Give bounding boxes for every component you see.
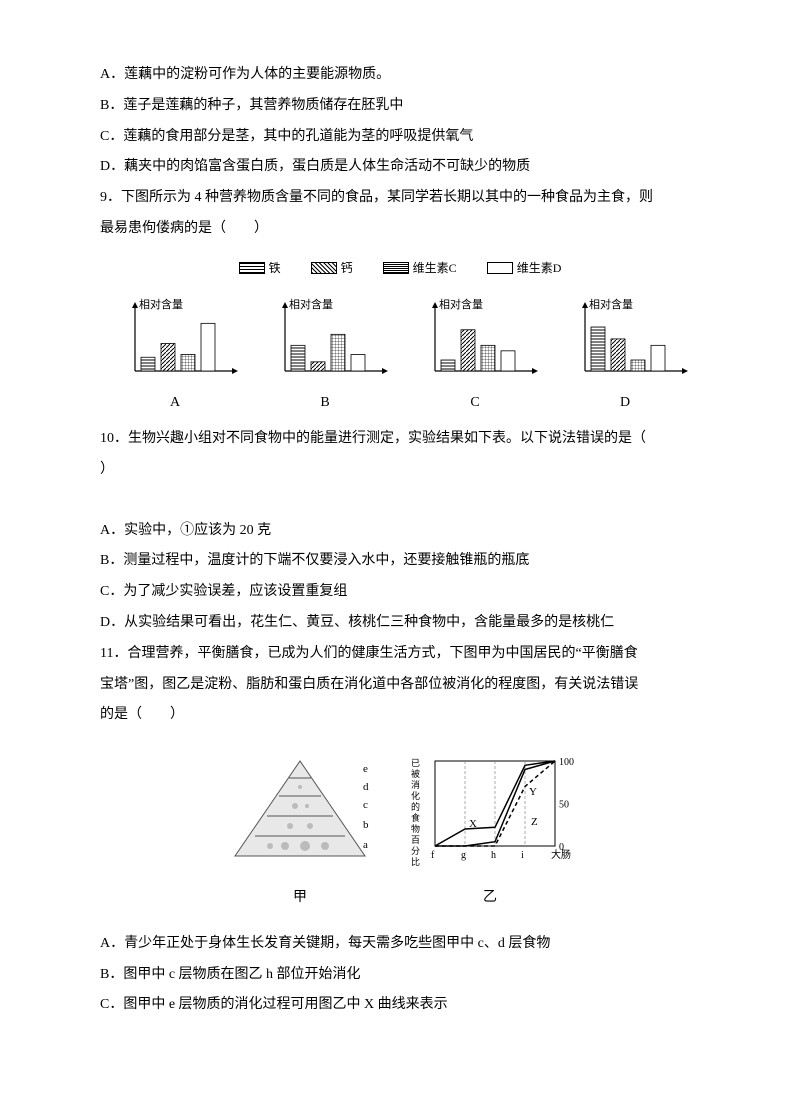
q9-stem-2: 最易患佝偻病的是（ ）: [100, 214, 700, 245]
svg-text:比: 比: [411, 856, 420, 866]
svg-text:被: 被: [411, 768, 420, 779]
q10-option-c: C．为了减少实验误差，应该设置重复组: [100, 577, 700, 608]
legend-iron: 铁: [239, 255, 281, 281]
svg-text:食: 食: [411, 812, 420, 823]
svg-text:化: 化: [411, 790, 420, 801]
q9-legend: 铁 钙 维生素C 维生素D: [100, 255, 700, 281]
svg-text:Y: Y: [529, 786, 537, 798]
q10-option-d: D．从实验结果可看出，花生仁、黄豆、核桃仁三种食物中，含能量最多的是核桃仁: [100, 608, 700, 639]
legend-vitc-label: 维生素C: [413, 255, 457, 281]
svg-text:物: 物: [411, 823, 420, 834]
legend-vitd: 维生素D: [487, 255, 562, 281]
svg-text:c: c: [363, 799, 368, 811]
swatch-vitc-icon: [383, 262, 409, 274]
swatch-iron-icon: [239, 262, 265, 274]
q11-figures: e d c b a 甲 050100fghi大肠已被消化的食物百分比XYZ 乙: [100, 746, 700, 914]
chart-D: 相对含量 D: [560, 296, 690, 419]
svg-text:已: 已: [411, 758, 420, 768]
q11-stem-3: 的是（ ）: [100, 700, 700, 731]
svg-text:g: g: [461, 850, 466, 861]
svg-text:相对含量: 相对含量: [139, 297, 183, 311]
q11-option-a: A．青少年正处于身体生长发育关键期，每天需多吃些图甲中 c、d 层食物: [100, 929, 700, 960]
q10-option-a: A．实验中，①应该为 20 克: [100, 516, 700, 547]
pyramid-icon: e d c b a: [225, 756, 375, 866]
swatch-calcium-icon: [311, 262, 337, 274]
fig-yi-label: 乙: [405, 883, 575, 914]
exam-page: A．莲藕中的淀粉可作为人体的主要能源物质。 B．莲子是莲藕的种子，其营养物质储存…: [0, 0, 800, 1061]
svg-text:相对含量: 相对含量: [589, 297, 633, 311]
svg-text:e: e: [363, 763, 368, 775]
svg-text:X: X: [469, 818, 477, 830]
q10-table-placeholder: [100, 486, 700, 516]
svg-text:Z: Z: [531, 816, 538, 828]
svg-text:50: 50: [559, 800, 569, 811]
legend-vitc: 维生素C: [383, 255, 457, 281]
q8-option-d: D．藕夹中的肉馅富含蛋白质，蛋白质是人体生命活动不可缺少的物质: [100, 152, 700, 183]
svg-text:d: d: [363, 781, 369, 793]
svg-text:相对含量: 相对含量: [289, 297, 333, 311]
svg-text:分: 分: [411, 846, 420, 856]
svg-text:消: 消: [411, 779, 420, 790]
svg-text:的: 的: [411, 801, 420, 812]
swatch-vitd-icon: [487, 262, 513, 274]
chart-A: 相对含量 A: [110, 296, 240, 419]
q10-stem-2: ）: [100, 455, 700, 486]
q11-stem-2: 宝塔”图，图乙是淀粉、脂肪和蛋白质在消化道中各部位被消化的程度图，有关说法错误: [100, 670, 700, 701]
svg-text:百: 百: [411, 835, 420, 845]
q9-charts: 相对含量 A 相对含量 B 相对含量 C 相对含量 D: [100, 296, 700, 419]
pyramid-figure: e d c b a 甲: [225, 756, 375, 914]
q10-option-b: B．测量过程中，温度计的下端不仅要浸入水中，还要接触锥瓶的瓶底: [100, 546, 700, 577]
svg-text:100: 100: [559, 757, 574, 768]
svg-text:大肠: 大肠: [551, 848, 571, 861]
q8-option-a: A．莲藕中的淀粉可作为人体的主要能源物质。: [100, 60, 700, 91]
digest-chart: 050100fghi大肠已被消化的食物百分比XYZ: [405, 746, 575, 866]
fig-jia-label: 甲: [225, 883, 375, 914]
digest-figure: 050100fghi大肠已被消化的食物百分比XYZ 乙: [405, 746, 575, 914]
chart-B: 相对含量 B: [260, 296, 390, 419]
chart-C: 相对含量 C: [410, 296, 540, 419]
legend-iron-label: 铁: [269, 255, 281, 281]
svg-text:h: h: [491, 850, 496, 861]
q11-option-b: B．图甲中 c 层物质在图乙 h 部位开始消化: [100, 960, 700, 991]
svg-text:i: i: [521, 850, 524, 861]
svg-text:f: f: [431, 850, 435, 861]
legend-vitd-label: 维生素D: [517, 255, 562, 281]
q8-option-c: C．莲藕的食用部分是茎，其中的孔道能为茎的呼吸提供氧气: [100, 122, 700, 153]
q10-stem-1: 10．生物兴趣小组对不同食物中的能量进行测定，实验结果如下表。以下说法错误的是（: [100, 424, 700, 455]
q11-option-c: C．图甲中 e 层物质的消化过程可用图乙中 X 曲线来表示: [100, 990, 700, 1021]
svg-text:a: a: [363, 839, 368, 851]
q11-stem-1: 11．合理营养，平衡膳食，已成为人们的健康生活方式，下图甲为中国居民的“平衡膳食: [100, 639, 700, 670]
svg-text:b: b: [363, 819, 369, 831]
svg-text:相对含量: 相对含量: [439, 297, 483, 311]
q9-stem-1: 9．下图所示为 4 种营养物质含量不同的食品，某同学若长期以其中的一种食品为主食…: [100, 183, 700, 214]
q8-option-b: B．莲子是莲藕的种子，其营养物质储存在胚乳中: [100, 91, 700, 122]
legend-calcium-label: 钙: [341, 255, 353, 281]
legend-calcium: 钙: [311, 255, 353, 281]
